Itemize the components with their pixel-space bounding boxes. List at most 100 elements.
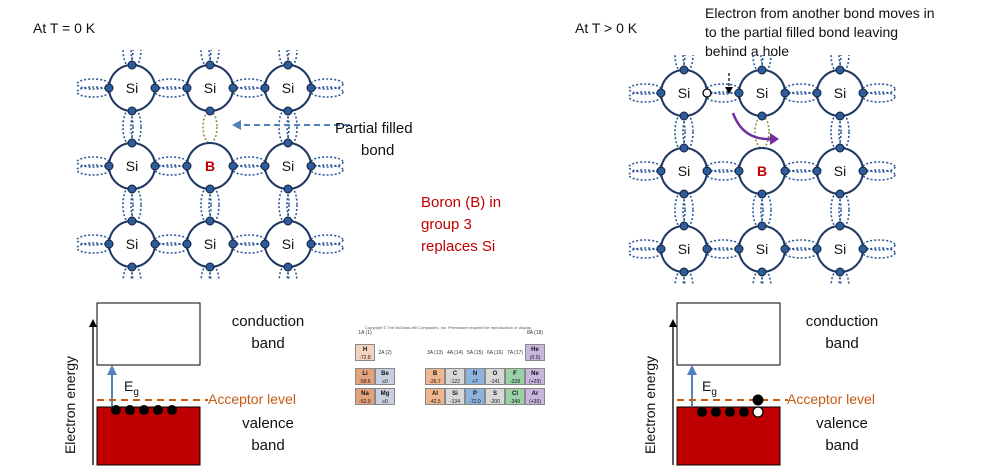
element-cell: Mg ≤0 xyxy=(375,388,395,405)
element-value: -26.7 xyxy=(429,379,441,385)
valence-electron xyxy=(757,65,767,75)
valence-electron xyxy=(757,267,767,277)
right-axis-label: Electron energy xyxy=(642,355,658,455)
electron xyxy=(697,407,707,417)
valence-electron xyxy=(757,221,767,231)
valence-electron xyxy=(150,83,160,93)
boron-note-line-3: replaces Si xyxy=(421,238,496,255)
eg-subscript: g xyxy=(711,386,717,398)
left-acceptor-label: Acceptor level xyxy=(208,391,296,407)
element-value: -200 xyxy=(489,399,500,405)
bond-left xyxy=(122,188,134,222)
silicon-atom-label: Si xyxy=(678,85,690,101)
valence-electron xyxy=(228,83,238,93)
valence-electron xyxy=(812,244,822,254)
right-callout: Electron from another bond moves in to t… xyxy=(705,4,935,61)
valence-electron xyxy=(205,216,215,226)
element-symbol: Li xyxy=(362,371,368,377)
bond-left xyxy=(278,110,290,144)
valence-electron xyxy=(780,166,790,176)
valence-electron xyxy=(835,143,845,153)
gap-arrow-head-icon xyxy=(107,365,117,375)
valence-electron xyxy=(283,60,293,70)
band-word: band xyxy=(825,437,859,454)
valence-electron xyxy=(283,184,293,194)
silicon-atom-label: Si xyxy=(282,80,294,96)
element-cell: Li -59.6 xyxy=(355,368,375,385)
element-cell: Si -134 xyxy=(445,388,465,405)
valence-electron xyxy=(812,88,822,98)
bond-left xyxy=(200,188,212,222)
group-header: 6A (16) xyxy=(486,350,504,356)
silicon-atom-label: Si xyxy=(126,236,138,252)
bond-lower xyxy=(310,86,344,98)
boron-atom-label: B xyxy=(757,163,767,179)
group-header: 2A (2) xyxy=(378,350,392,356)
bond-left xyxy=(752,193,764,227)
silicon-atom-label: Si xyxy=(678,163,690,179)
element-symbol: Al xyxy=(432,391,438,397)
valence-electron xyxy=(127,106,137,116)
element-cell: N +7 xyxy=(465,368,485,385)
left-eg-label: Eg xyxy=(124,378,139,398)
valence-band-box xyxy=(96,406,201,466)
element-cell: Be ≤0 xyxy=(375,368,395,385)
bond-upper xyxy=(862,83,896,95)
valence-electron xyxy=(260,161,270,171)
element-symbol: Cl xyxy=(512,391,518,397)
callout-line-2: bond xyxy=(361,142,395,159)
callout-line-1: Partial filled xyxy=(335,120,413,137)
axis-arrow-icon xyxy=(669,319,677,327)
element-symbol: N xyxy=(472,371,478,377)
left-conduction-label: conduction band xyxy=(218,311,318,355)
valence-electrons xyxy=(697,406,764,418)
valence-electron xyxy=(182,83,192,93)
valence-electron xyxy=(656,244,666,254)
valence-electron xyxy=(656,166,666,176)
valence-electron xyxy=(104,161,114,171)
valence-electron xyxy=(812,166,822,176)
valence-electron xyxy=(260,239,270,249)
element-symbol: B xyxy=(432,371,438,377)
element-value: -349 xyxy=(509,399,520,405)
element-symbol: C xyxy=(452,371,458,377)
silicon-atom-label: Si xyxy=(282,158,294,174)
element-cell: O -141 xyxy=(485,368,505,385)
silicon-atom-label: Si xyxy=(126,80,138,96)
bond-lower xyxy=(862,169,896,181)
valence-electron xyxy=(283,106,293,116)
valence-electron xyxy=(283,262,293,272)
bond-left xyxy=(830,115,842,149)
element-cell: Cl -349 xyxy=(505,388,525,405)
conduction-band-box xyxy=(96,302,201,366)
silicon-atom-label: Si xyxy=(834,163,846,179)
right-callout-line-1: Electron from another bond moves in xyxy=(705,5,935,21)
band-word: band xyxy=(251,437,285,454)
element-value: -42.5 xyxy=(429,399,441,405)
bond-upper xyxy=(310,234,344,246)
valence-electron xyxy=(104,83,114,93)
element-symbol: Ar xyxy=(531,391,539,397)
element-symbol: Ne xyxy=(531,371,539,377)
silicon-atom-label: Si xyxy=(834,241,846,257)
gap-arrow-head-icon xyxy=(687,365,697,375)
valence-electron xyxy=(835,221,845,231)
bond-upper xyxy=(310,78,344,90)
valence-word: valence xyxy=(816,415,868,432)
valence-electron xyxy=(205,60,215,70)
element-value: ≤0 xyxy=(382,379,388,385)
valence-electron xyxy=(858,244,868,254)
valence-electron xyxy=(306,239,316,249)
element-value: (+29) xyxy=(529,379,541,385)
element-value: -141 xyxy=(489,379,500,385)
bond-left xyxy=(830,193,842,227)
bond-lower xyxy=(862,91,896,103)
valence-electron xyxy=(104,239,114,249)
element-value: -122 xyxy=(449,379,460,385)
electron xyxy=(739,407,749,417)
element-value: -72.0 xyxy=(469,399,481,405)
group-header: 1A (1) xyxy=(358,330,372,336)
silicon-atom-label: Si xyxy=(126,158,138,174)
element-symbol: F xyxy=(513,371,517,377)
valence-electron xyxy=(182,239,192,249)
